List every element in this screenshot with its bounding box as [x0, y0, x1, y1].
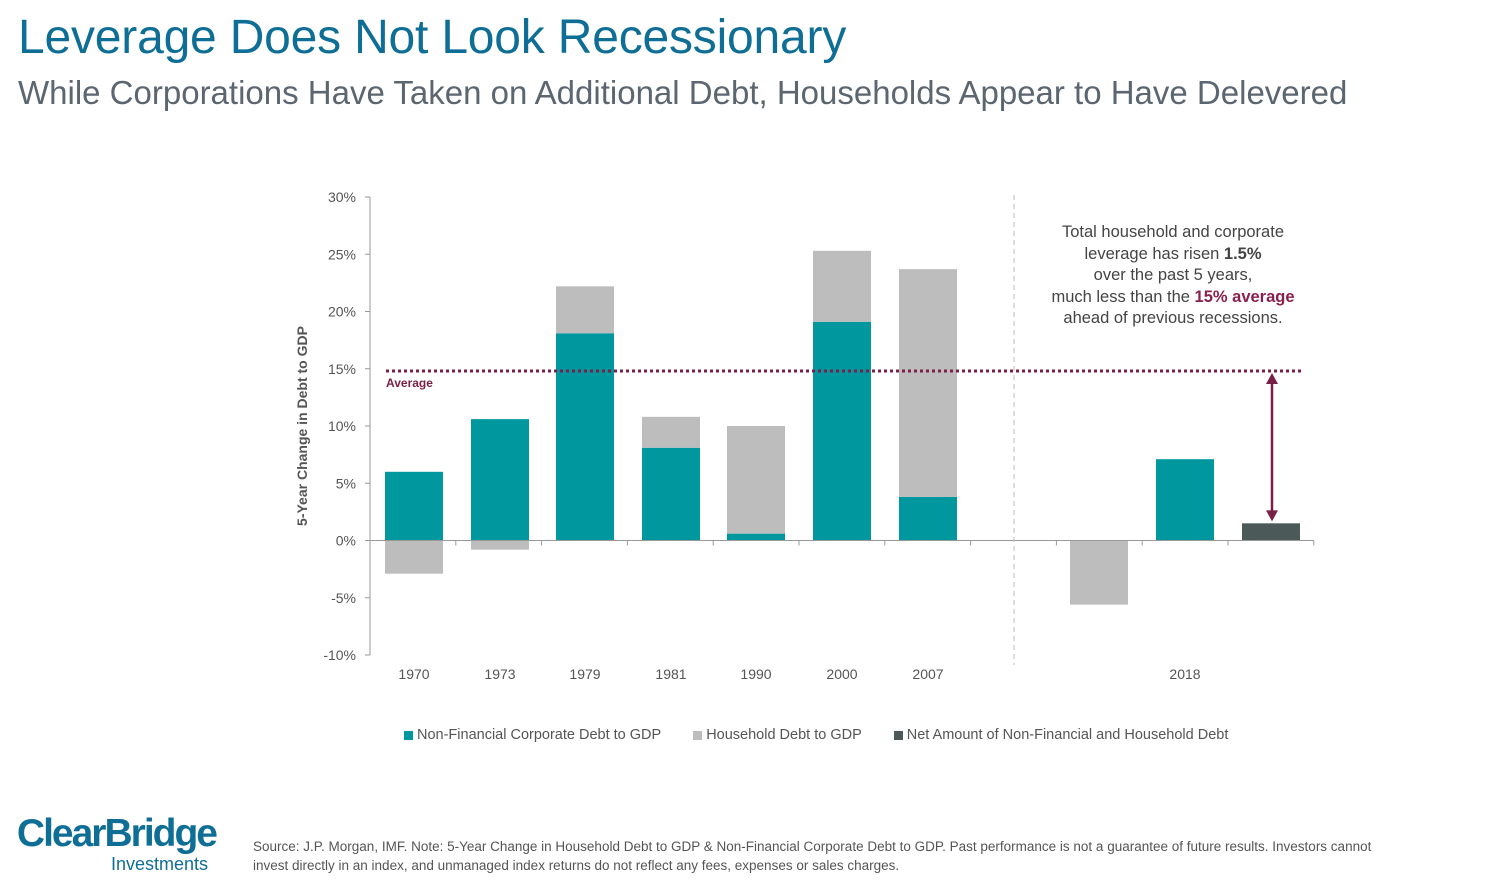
chart-legend: Non-Financial Corporate Debt to GDP Hous… — [404, 727, 1228, 743]
x-axis: 1970 1973 1979 1981 1990 2000 2007 2018 — [369, 540, 1315, 682]
x-tick-label: 1981 — [655, 666, 686, 682]
chart-annotation: Total household and corporate leverage h… — [1030, 222, 1316, 330]
legend-swatch-household — [693, 730, 703, 740]
annotation-line-3: over the past 5 years, — [1093, 266, 1253, 284]
annotation-line-1: Total household and corporate — [1062, 223, 1284, 241]
annotation-highlight: 15% average — [1194, 287, 1295, 306]
bar-household-2000 — [813, 250, 871, 322]
annotation-value: 1.5% — [1223, 244, 1262, 263]
page-subtitle: While Corporations Have Taken on Additio… — [18, 74, 1348, 111]
legend-label-household: Household Debt to GDP — [706, 727, 862, 743]
x-tick-label: 1970 — [398, 666, 429, 682]
bar-household-1973 — [471, 540, 529, 550]
bar-corporate-1973 — [471, 419, 529, 541]
y-tick-label: -10% — [323, 647, 356, 663]
page-title: Leverage Does Not Look Recessionary — [18, 11, 847, 64]
annotation-text: much less than the — [1051, 287, 1195, 306]
bar-corporate-1970 — [385, 471, 443, 541]
gap-arrow-head-bottom — [1266, 510, 1278, 522]
bar-corporate-1979 — [556, 333, 614, 541]
bar-corporate-2018 — [1156, 459, 1214, 541]
x-tick-label: 1973 — [484, 666, 515, 682]
y-tick-label: 30% — [328, 189, 356, 205]
annotation-text: leverage has risen — [1084, 244, 1224, 263]
legend-swatch-net — [893, 730, 903, 740]
bar-net-2018 — [1242, 523, 1300, 541]
bar-household-2018 — [1070, 540, 1128, 605]
bar-household-1990 — [727, 426, 785, 534]
y-axis-title: 5-Year Change in Debt to GDP — [294, 326, 310, 526]
y-tick-label: 5% — [336, 475, 356, 491]
bar-corporate-2000 — [813, 321, 871, 541]
y-axis: 30% 25% 20% 15% 10% 5% 0% -5% -10% 5-Year Change … — [294, 189, 371, 663]
legend-item-corporate: Non-Financial Corporate Debt to GDP — [404, 727, 661, 743]
legend-label-corporate: Non-Financial Corporate Debt to GDP — [417, 727, 662, 743]
x-tick-label: 2000 — [826, 666, 857, 682]
x-tick-label: 1979 — [569, 666, 600, 682]
annotation-line-2: leverage has risen 1.5% — [1030, 244, 1316, 266]
y-tick-label: 0% — [336, 533, 356, 549]
y-tick-label: 25% — [328, 246, 356, 262]
x-tick-label: 2018 — [1169, 666, 1200, 682]
bar-household-1981 — [642, 416, 700, 448]
bar-household-1979 — [556, 286, 614, 334]
y-tick-label: 20% — [328, 304, 356, 320]
legend-label-net: Net Amount of Non-Financial and Househol… — [906, 727, 1229, 743]
gap-arrow-head-top — [1266, 373, 1278, 385]
y-tick-label: 15% — [328, 361, 356, 377]
bars — [385, 250, 1300, 605]
y-tick-label: -5% — [331, 590, 356, 606]
bar-corporate-1981 — [642, 447, 700, 541]
bar-household-2007 — [899, 269, 957, 497]
bar-household-1970 — [385, 540, 443, 574]
x-tick-label: 2007 — [912, 666, 943, 682]
legend-item-net: Net Amount of Non-Financial and Househol… — [893, 727, 1229, 743]
legend-item-household: Household Debt to GDP — [693, 727, 862, 743]
annotation-line-4: much less than the 15% average — [1030, 287, 1316, 309]
logo-wordmark: ClearBridge — [16, 812, 218, 855]
annotation-line-5: ahead of previous recessions. — [1063, 309, 1283, 327]
chart-overlay: Average — [386, 195, 1302, 665]
x-tick-label: 1990 — [740, 666, 771, 682]
bar-corporate-1990 — [727, 533, 785, 541]
bar-corporate-2007 — [899, 496, 957, 541]
clearbridge-logo: ClearBridge Investments — [16, 812, 218, 875]
source-note: Source: J.P. Morgan, IMF. Note: 5-Year C… — [253, 839, 1372, 873]
y-tick-label: 10% — [328, 418, 356, 434]
legend-swatch-corporate — [404, 730, 413, 740]
logo-subtext: Investments — [110, 854, 208, 874]
average-label: Average — [386, 376, 433, 390]
